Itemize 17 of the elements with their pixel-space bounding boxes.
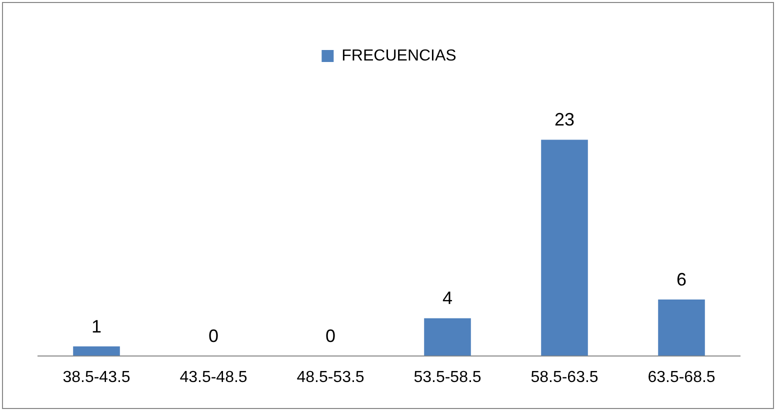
data-label: 1 xyxy=(91,316,102,336)
data-label: 6 xyxy=(676,269,687,290)
bar xyxy=(541,140,588,356)
data-label: 23 xyxy=(554,110,575,130)
bar xyxy=(73,346,120,356)
x-tick-label: 43.5-48.5 xyxy=(180,368,248,386)
data-label: 4 xyxy=(442,288,453,308)
x-tick-label: 63.5-68.5 xyxy=(648,368,716,386)
data-label: 0 xyxy=(325,326,336,346)
x-tick-label: 38.5-43.5 xyxy=(62,368,130,386)
x-tick-label: 48.5-53.5 xyxy=(296,368,364,386)
x-tick-label: 53.5-58.5 xyxy=(414,368,482,386)
legend-label: FRECUENCIAS xyxy=(342,47,456,64)
bar xyxy=(658,299,705,356)
x-tick-label: 58.5-63.5 xyxy=(530,368,598,386)
data-label: 0 xyxy=(208,326,219,346)
bar xyxy=(424,318,471,356)
